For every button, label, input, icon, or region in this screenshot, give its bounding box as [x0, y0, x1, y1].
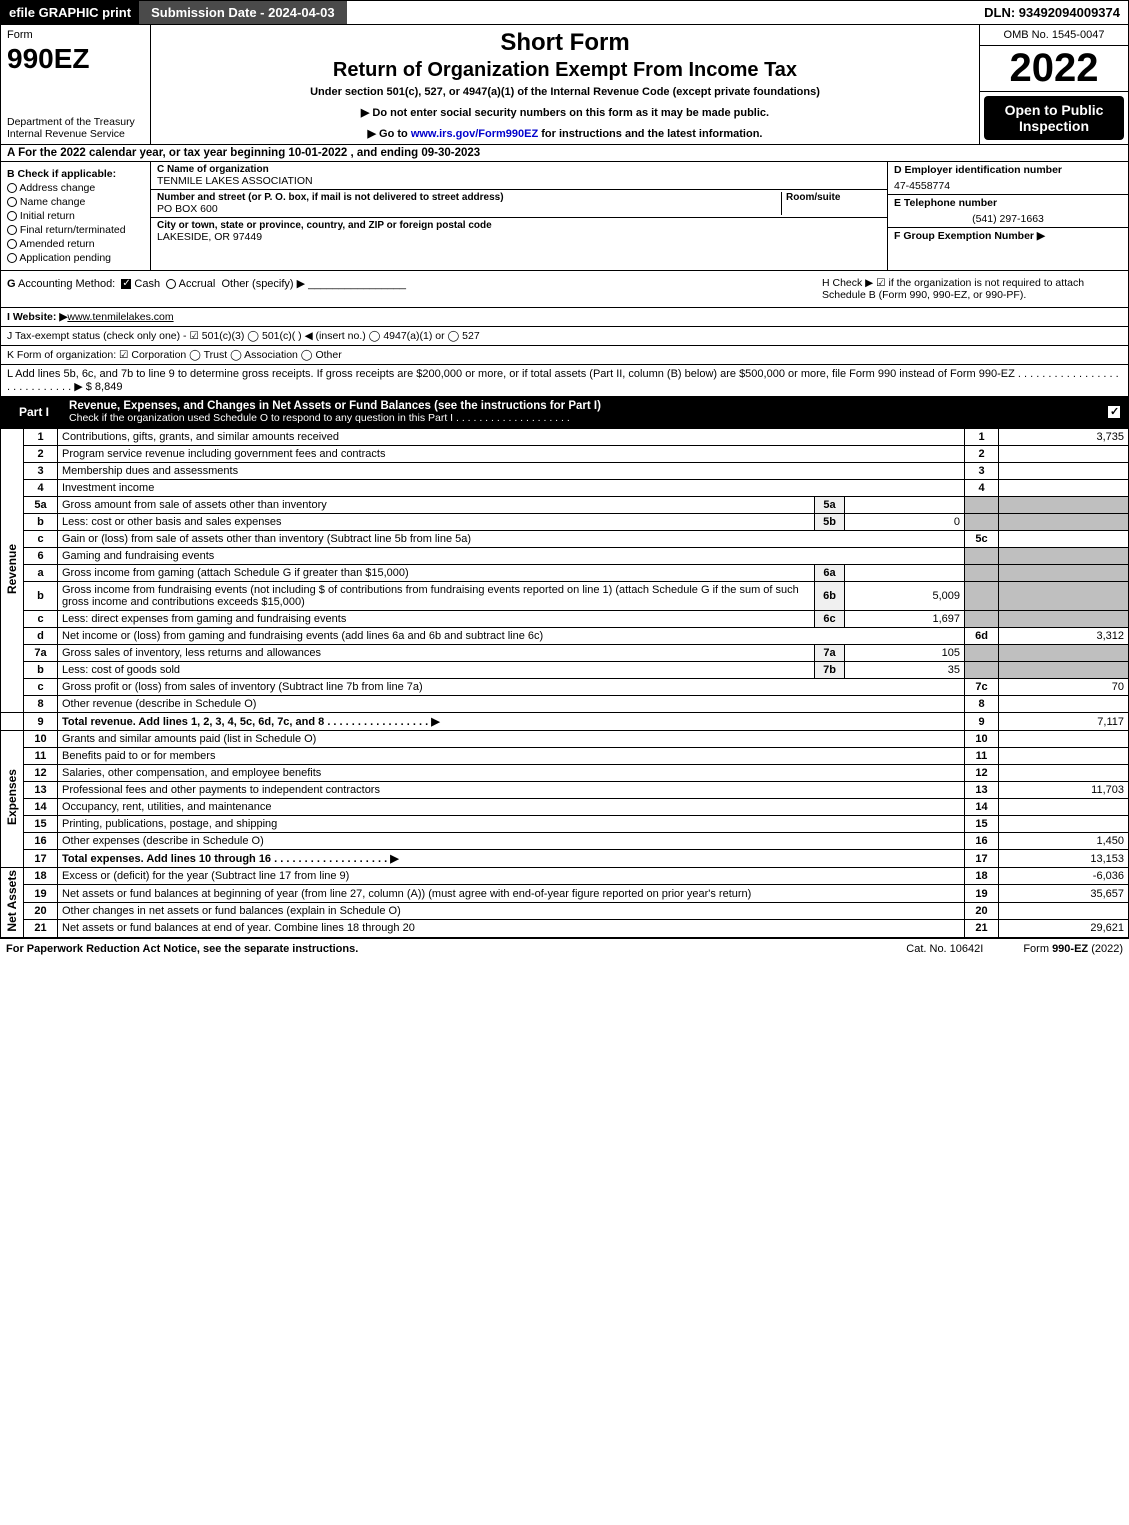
section-bc: B Check if applicable: Address change Na…: [0, 162, 1129, 271]
irs-link[interactable]: www.irs.gov/Form990EZ: [411, 128, 538, 140]
title-return: Return of Organization Exempt From Incom…: [159, 59, 971, 82]
note-link: ▶ Go to www.irs.gov/Form990EZ for instru…: [159, 127, 971, 140]
line-i: I Website: ▶www.tenmilelakes.com: [0, 308, 1129, 327]
col-c: C Name of organization TENMILE LAKES ASS…: [151, 162, 888, 270]
street: PO BOX 600: [157, 203, 781, 215]
chk-pending[interactable]: [7, 253, 17, 263]
section-gh: G Accounting Method: Cash Accrual Other …: [0, 271, 1129, 308]
line-l: L Add lines 5b, 6c, and 7b to line 9 to …: [0, 365, 1129, 397]
subtitle: Under section 501(c), 527, or 4947(a)(1)…: [159, 86, 971, 98]
val-17: 13,153: [999, 850, 1129, 868]
val-7a: 105: [845, 645, 965, 662]
efile-print[interactable]: efile GRAPHIC print: [1, 1, 139, 24]
val-19: 35,657: [999, 885, 1129, 902]
top-bar: efile GRAPHIC print Submission Date - 20…: [0, 0, 1129, 25]
submission-date: Submission Date - 2024-04-03: [139, 1, 347, 24]
chk-final[interactable]: [7, 225, 17, 235]
chk-address[interactable]: [7, 183, 17, 193]
tax-year: 2022: [980, 46, 1128, 92]
org-name: TENMILE LAKES ASSOCIATION: [157, 175, 881, 187]
note-ssn: ▶ Do not enter social security numbers o…: [159, 106, 971, 119]
side-revenue: Revenue: [5, 544, 19, 594]
val-7c: 70: [999, 679, 1129, 696]
chk-accrual[interactable]: [166, 279, 176, 289]
form-number: 990EZ: [7, 43, 144, 75]
val-7b: 35: [845, 662, 965, 679]
col-b: B Check if applicable: Address change Na…: [1, 162, 151, 270]
chk-amended[interactable]: [7, 239, 17, 249]
website-link[interactable]: www.tenmilelakes.com: [67, 311, 173, 323]
val-21: 29,621: [999, 920, 1129, 937]
val-6b: 5,009: [845, 582, 965, 611]
line-g: G Accounting Method: Cash Accrual Other …: [7, 277, 822, 290]
val-9: 7,117: [999, 713, 1129, 731]
chk-cash[interactable]: [121, 279, 131, 289]
chk-initial[interactable]: [7, 211, 17, 221]
col-de: D Employer identification number 47-4558…: [888, 162, 1128, 270]
row-a: A For the 2022 calendar year, or tax yea…: [0, 145, 1129, 162]
side-netassets: Net Assets: [5, 870, 19, 932]
open-public: Open to Public Inspection: [984, 96, 1124, 140]
main-table: Revenue 1 Contributions, gifts, grants, …: [0, 428, 1129, 938]
val-18: -6,036: [999, 868, 1129, 885]
title-short-form: Short Form: [159, 29, 971, 57]
line-j: J Tax-exempt status (check only one) - ☑…: [0, 327, 1129, 346]
part1-chk[interactable]: [1108, 406, 1120, 418]
phone: (541) 297-1663: [888, 211, 1128, 227]
val-16: 1,450: [999, 833, 1129, 850]
val-13: 11,703: [999, 782, 1129, 799]
chk-name[interactable]: [7, 197, 17, 207]
val-5b: 0: [845, 514, 965, 531]
line-h: H Check ▶ ☑ if the organization is not r…: [822, 277, 1122, 301]
part1-header: Part I Revenue, Expenses, and Changes in…: [0, 397, 1129, 428]
footer: For Paperwork Reduction Act Notice, see …: [0, 938, 1129, 959]
form-header: Form 990EZ Department of the Treasury In…: [0, 25, 1129, 145]
val-6d: 3,312: [999, 628, 1129, 645]
ein: 47-4558774: [888, 178, 1128, 194]
dept: Department of the Treasury Internal Reve…: [7, 116, 144, 140]
dln: DLN: 93492094009374: [976, 1, 1128, 24]
line-k: K Form of organization: ☑ Corporation ◯ …: [0, 346, 1129, 365]
city: LAKESIDE, OR 97449: [157, 231, 881, 243]
val-1: 3,735: [999, 429, 1129, 446]
side-expenses: Expenses: [5, 769, 19, 825]
form-word: Form: [7, 29, 144, 41]
val-6c: 1,697: [845, 611, 965, 628]
omb: OMB No. 1545-0047: [980, 25, 1128, 46]
